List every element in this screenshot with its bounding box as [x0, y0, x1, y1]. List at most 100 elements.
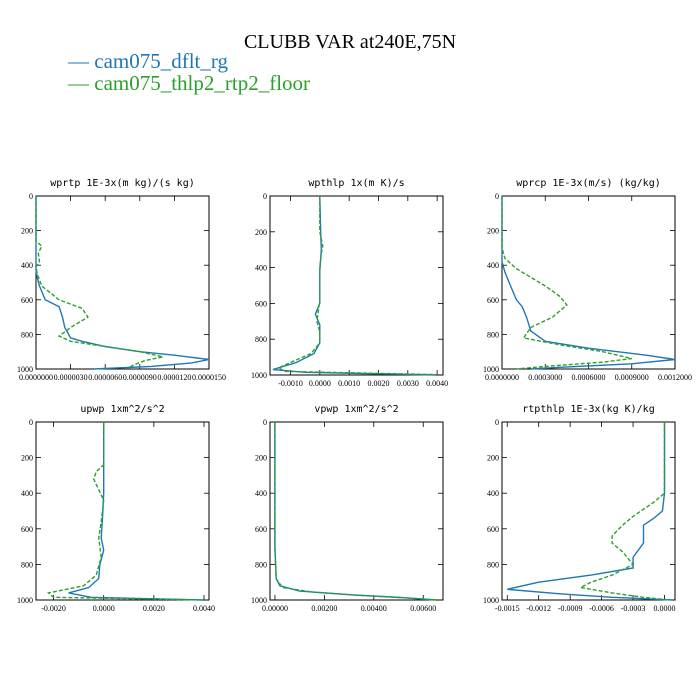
legend-entry-2: — cam075_thlp2_rtp2_floor	[67, 71, 310, 95]
y-tick-label: 0	[29, 192, 33, 201]
y-tick-label: 600	[487, 296, 499, 305]
plot-frame	[35, 421, 210, 601]
x-tick-label: 0.00200	[311, 604, 337, 613]
y-tick-label: 0	[495, 418, 499, 427]
y-tick-label: 600	[487, 525, 499, 534]
panel-title: wpthlp 1x(m K)/s	[308, 178, 404, 189]
panel-title: rtpthlp 1E-3x(kg K)/kg	[522, 404, 654, 415]
panel-4: upwp 1xm^2/s^2 0 200 400 600 800 1000 -0.0020 0.…	[17, 404, 215, 613]
panel-3: wprcp 1E-3x(m/s) (kg/kg) 0 200 400 600 800 100…	[483, 178, 692, 382]
x-tick-label: 0.0000000	[19, 373, 53, 382]
series-line-2	[578, 422, 670, 601]
series-line-1	[274, 422, 436, 601]
y-tick-label: 800	[255, 560, 267, 569]
y-tick-label: 1000	[251, 596, 267, 605]
y-tick-label: 200	[487, 227, 499, 236]
y-tick-label: 600	[21, 525, 33, 534]
x-tick-label: 0.0040	[426, 379, 448, 388]
series-line-2	[501, 196, 632, 370]
y-tick-label: 0	[263, 418, 267, 427]
x-tick-label: 0.0009000	[615, 373, 649, 382]
y-tick-label: 0	[29, 418, 33, 427]
series-line-1	[272, 195, 438, 376]
series-line-1	[35, 196, 210, 370]
y-tick-label: 1000	[483, 365, 499, 374]
y-tick-label: 800	[21, 560, 33, 569]
y-tick-label: 400	[21, 261, 33, 270]
y-tick-label: 200	[21, 227, 33, 236]
x-tick-label: 0.0000150	[192, 373, 226, 382]
y-tick-label: 400	[487, 261, 499, 270]
x-tick-label: -0.0003	[621, 604, 646, 613]
plot-frame	[269, 195, 444, 376]
x-tick-label: 0.0000	[309, 379, 331, 388]
x-tick-label: -0.0010	[278, 379, 303, 388]
panel-title: upwp 1xm^2/s^2	[80, 404, 164, 415]
y-tick-label: 0	[495, 192, 499, 201]
y-tick-label: 200	[255, 228, 267, 237]
x-tick-label: 0.0000120	[157, 373, 191, 382]
y-tick-label: 800	[487, 330, 499, 339]
x-tick-label: 0.0020	[367, 379, 389, 388]
y-tick-label: 200	[255, 454, 267, 463]
panel-6: rtpthlp 1E-3x(kg K)/kg02004006008001000-…	[483, 404, 676, 613]
x-tick-label: 0.0000060	[88, 373, 122, 382]
y-tick-label: 1000	[251, 371, 267, 380]
x-tick-label: 0.0000090	[123, 373, 157, 382]
x-tick-label: 0.00600	[410, 604, 436, 613]
x-tick-label: 0.0020	[143, 604, 165, 613]
x-tick-label: 0.0003000	[528, 373, 562, 382]
x-tick-label: 0.0030	[397, 379, 419, 388]
plot-frame	[35, 195, 210, 370]
series-line-1	[507, 422, 673, 601]
y-tick-label: 1000	[17, 365, 33, 374]
x-tick-label: -0.0009	[558, 604, 583, 613]
plot-frame	[501, 421, 676, 601]
series-line-2	[277, 196, 438, 376]
x-tick-label: -0.0015	[495, 604, 520, 613]
plot-frame	[269, 421, 444, 601]
x-tick-label: 0.0000	[654, 604, 676, 613]
x-tick-label: 0.0012000	[658, 373, 692, 382]
legend: — cam075_dflt_rg — cam075_thlp2_rtp2_flo…	[67, 49, 310, 95]
series-line-1	[68, 422, 205, 601]
y-tick-label: 600	[255, 299, 267, 308]
y-tick-label: 600	[255, 525, 267, 534]
x-tick-label: 0.0000030	[54, 373, 88, 382]
panel-title: vpwp 1xm^2/s^2	[314, 404, 398, 415]
series-line-2	[274, 422, 439, 601]
x-tick-label: -0.0006	[589, 604, 614, 613]
legend-entry-1: — cam075_dflt_rg	[67, 49, 229, 73]
x-tick-label: 0.0000000	[485, 373, 519, 382]
panels: wprtp 1E-3x(m kg)/(s kg) 0 200 400 600 800 100…	[17, 178, 692, 613]
panel-1: wprtp 1E-3x(m kg)/(s kg) 0 200 400 600 800 100…	[17, 178, 226, 382]
y-tick-label: 1000	[17, 596, 33, 605]
x-tick-label: 0.00000	[262, 604, 288, 613]
y-tick-label: 400	[487, 489, 499, 498]
series-line-1	[501, 196, 676, 370]
series-line-2	[35, 196, 164, 369]
y-tick-label: 800	[255, 335, 267, 344]
x-tick-label: -0.0012	[526, 604, 551, 613]
y-tick-label: 400	[21, 489, 33, 498]
plot-frame	[501, 195, 676, 370]
figure-title: CLUBB VAR at240E,75N	[244, 31, 456, 53]
y-tick-label: 0	[263, 192, 267, 201]
x-tick-label: 0.0006000	[572, 373, 606, 382]
y-tick-label: 400	[255, 264, 267, 273]
x-tick-label: 0.0000	[93, 604, 115, 613]
y-tick-label: 800	[487, 560, 499, 569]
series-line-2	[46, 422, 205, 601]
x-tick-label: -0.0020	[41, 604, 66, 613]
y-tick-label: 200	[487, 454, 499, 463]
panel-title: wprcp 1E-3x(m/s) (kg/kg)	[516, 178, 661, 189]
y-tick-label: 1000	[483, 596, 499, 605]
panel-2: wpthlp 1x(m K)/s 0 200 400 600 800 1000 -0.0010…	[251, 178, 448, 388]
y-tick-label: 800	[21, 330, 33, 339]
y-tick-label: 200	[21, 454, 33, 463]
x-tick-label: 0.0040	[193, 604, 215, 613]
y-tick-label: 400	[255, 489, 267, 498]
y-tick-label: 600	[21, 296, 33, 305]
